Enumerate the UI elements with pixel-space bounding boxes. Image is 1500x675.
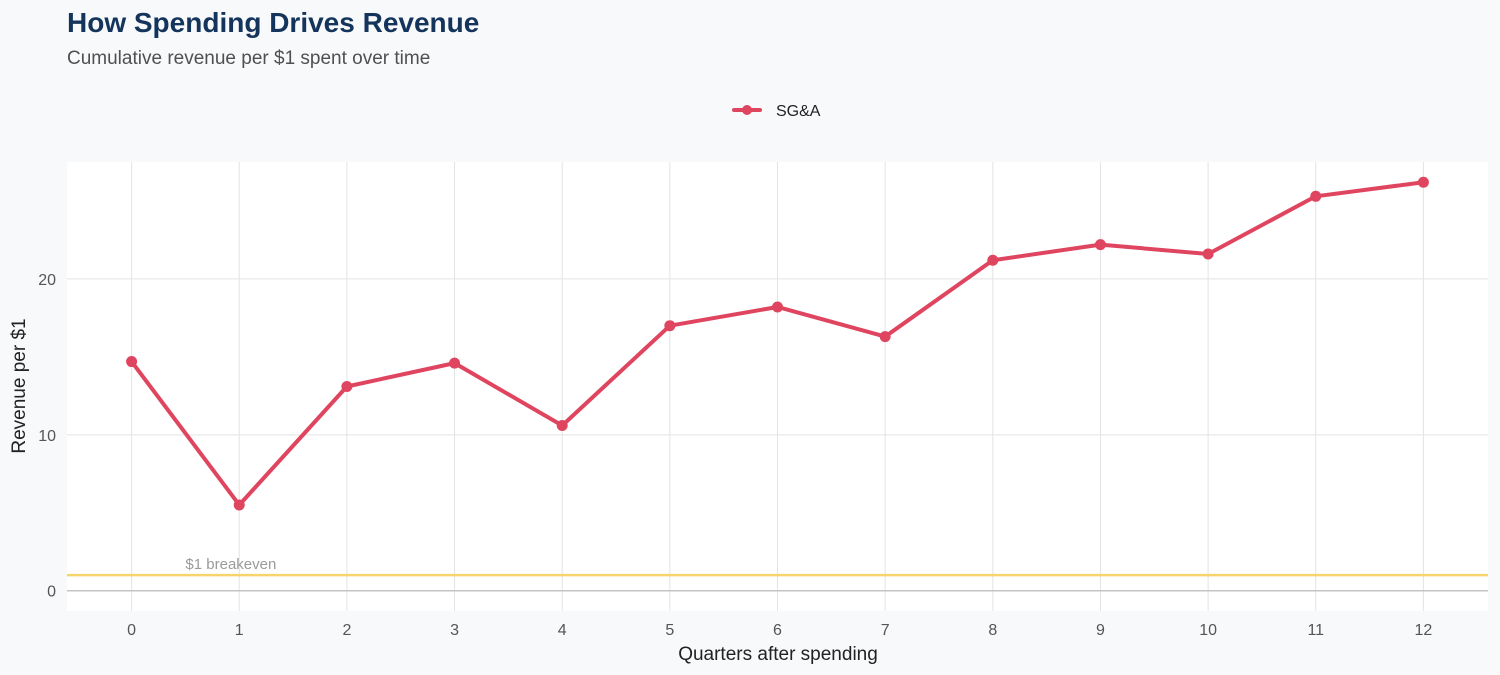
y-axis-title: Revenue per $1 [9,318,30,453]
x-tick-label-7: 7 [881,622,890,639]
data-point-q1 [233,499,245,511]
y-tick-label-0: 0 [47,584,56,601]
chart-subtitle: Cumulative revenue per $1 spent over tim… [67,48,430,69]
x-tick-label-8: 8 [988,622,997,639]
x-tick-label-11: 11 [1307,622,1324,639]
x-tick-labels: 0 1 2 3 4 5 6 7 8 9 10 11 12 [127,622,1432,639]
x-tick-label-5: 5 [665,622,674,639]
chart-title: How Spending Drives Revenue [67,7,479,38]
data-point-q7 [879,331,891,343]
data-point-q6 [772,301,783,313]
x-tick-label-1: 1 [235,622,244,639]
legend-label-sga: SG&A [776,103,821,120]
data-point-q2 [341,381,353,392]
x-gridlines [131,162,1424,611]
breakeven-annotation: $1 breakeven [185,556,276,573]
data-point-q0 [126,356,138,368]
y-tick-label-10: 10 [38,428,56,445]
y-tick-labels: 0 10 20 [38,272,56,601]
x-tick-label-12: 12 [1415,622,1433,639]
data-point-q11 [1310,190,1322,202]
legend-swatch-dot [742,105,752,115]
data-point-q4 [556,419,568,431]
data-point-q10 [1202,248,1214,260]
x-tick-label-3: 3 [450,622,459,639]
legend: SG&A [732,103,821,120]
x-tick-label-2: 2 [342,622,351,639]
data-point-q5 [664,320,676,332]
x-tick-label-4: 4 [558,622,567,639]
x-tick-label-0: 0 [127,622,136,639]
x-tick-label-6: 6 [773,622,782,639]
x-tick-label-9: 9 [1096,622,1105,639]
x-axis-title: Quarters after spending [678,644,878,665]
data-point-q3 [449,357,461,369]
data-point-q9 [1094,239,1106,251]
data-point-q12 [1417,176,1429,188]
series-points [126,176,1429,511]
y-tick-label-20: 20 [38,272,56,289]
data-point-q8 [987,254,999,266]
x-tick-label-10: 10 [1199,622,1217,639]
